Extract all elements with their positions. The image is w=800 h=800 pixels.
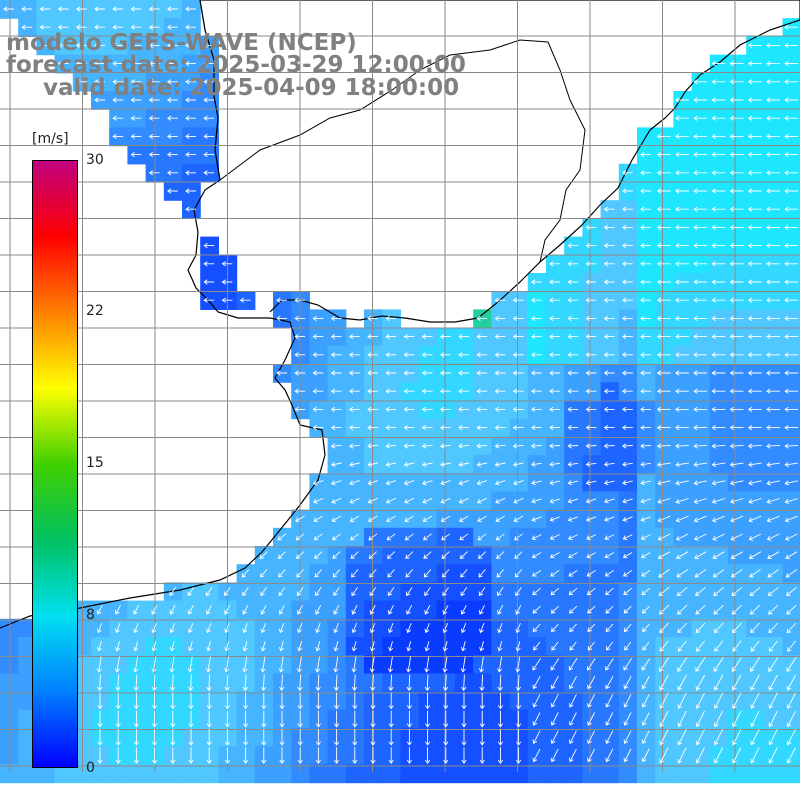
forecast-date: forecast date: 2025-03-29 12:00:00: [6, 52, 466, 78]
colorbar-tick-8: 8: [86, 607, 95, 623]
inland-boundary: [199, 0, 586, 263]
colorbar-unit: [m/s]: [32, 131, 69, 147]
colorbar: [32, 160, 78, 768]
wind-vectors: [3, 6, 799, 764]
valid-date: valid date: 2025-04-09 18:00:00: [43, 75, 460, 101]
colorbar-tick-0: 0: [86, 760, 95, 776]
colorbar-tick-30: 30: [86, 152, 104, 168]
model-title: modelo GEFS-WAVE (NCEP): [6, 30, 357, 56]
colorbar-tick-22: 22: [86, 303, 104, 319]
colorbar-gradient: [33, 161, 77, 767]
colorbar-tick-15: 15: [86, 455, 104, 471]
